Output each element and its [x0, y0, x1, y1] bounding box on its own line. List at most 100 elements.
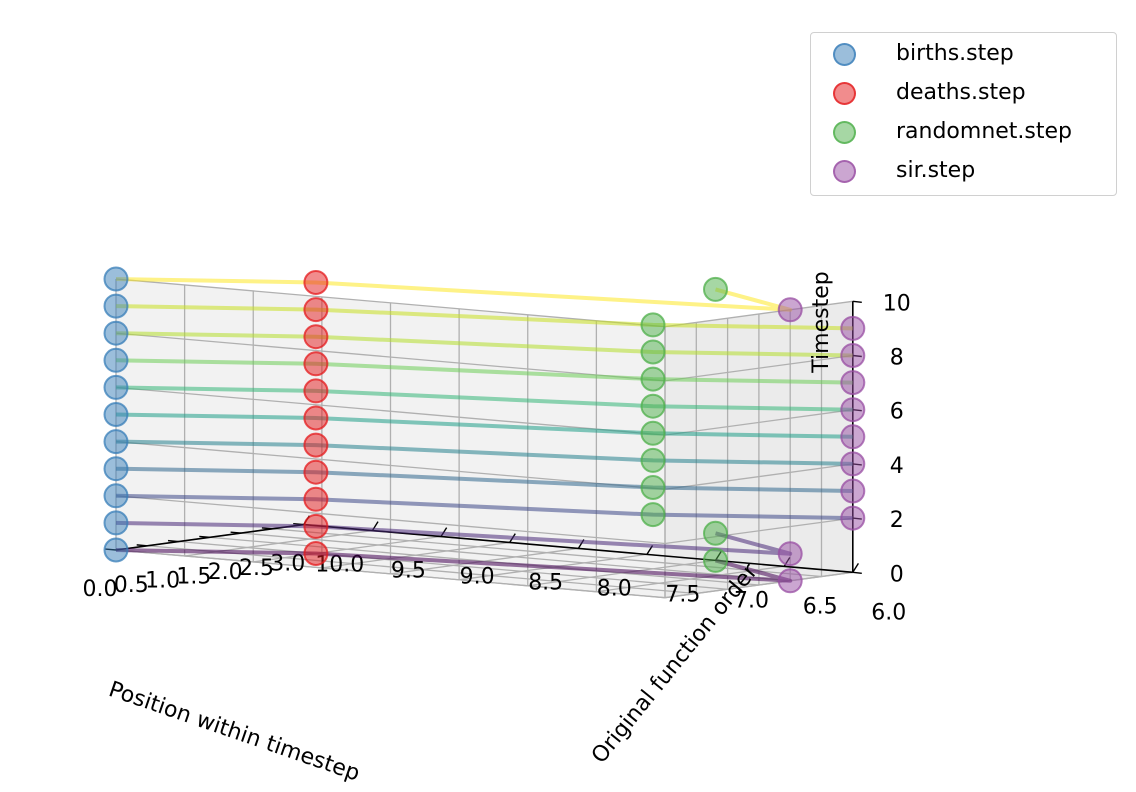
- grid-line-z: [115, 386, 666, 436]
- point-randomnet-step-t7: [640, 366, 666, 392]
- point-births-step-t3: [103, 456, 129, 482]
- x-tick-label: 0.5: [114, 573, 149, 598]
- timestep-line-5: [115, 412, 853, 439]
- grid-line-z: [664, 409, 853, 436]
- point-births-step-t9: [103, 293, 129, 319]
- y-tick-label: 8.0: [597, 577, 632, 602]
- x-tick: [167, 539, 179, 543]
- legend-item-sir: sir.step: [811, 154, 1116, 188]
- grid-line-y: [321, 541, 510, 569]
- z-tick-label: 4: [890, 454, 904, 479]
- timestep-line-4: [115, 439, 853, 466]
- point-deaths-step-t5: [303, 405, 329, 431]
- grid-line-y: [253, 535, 442, 563]
- point-randomnet-step-t10: [703, 276, 728, 302]
- point-deaths-step-t1: [303, 513, 329, 539]
- timestep-line-3: [115, 466, 853, 493]
- z-tick-label: 0: [890, 562, 904, 587]
- x-tick-label: 2.5: [239, 556, 274, 581]
- series-randomnet-step: [640, 276, 728, 573]
- legend-label-randomnet: randomnet.step: [896, 119, 1073, 144]
- y-tick-label: 9.0: [460, 565, 495, 590]
- point-randomnet-step-t8: [640, 339, 666, 365]
- point-births-step-t1: [103, 510, 129, 536]
- point-sir-step-t10: [777, 297, 803, 323]
- point-randomnet-step-t2: [640, 502, 666, 528]
- timestep-line-9: [115, 304, 853, 331]
- point-deaths-step-t7: [303, 351, 329, 377]
- legend-marker-sir: [833, 159, 856, 183]
- y-tick-label: 6.0: [871, 600, 906, 625]
- y-tick-label: 6.5: [803, 594, 838, 619]
- point-deaths-step-t9: [303, 297, 329, 323]
- timestep-lines: [115, 277, 853, 583]
- grid-line-z: [115, 332, 666, 382]
- z-tick: [852, 571, 862, 574]
- grid-line-z: [664, 300, 853, 328]
- y-tick-label: 8.5: [528, 571, 563, 596]
- timestep-line-6: [115, 385, 853, 412]
- point-sir-step-t2: [840, 505, 866, 531]
- point-births-step-t8: [103, 320, 129, 346]
- series-deaths-step: [303, 270, 329, 566]
- point-deaths-step-t6: [303, 378, 329, 404]
- point-sir-step-t3: [840, 478, 866, 504]
- timestep-line-2: [115, 493, 853, 521]
- data-points: [103, 266, 866, 594]
- point-deaths-step-t8: [303, 324, 329, 350]
- z-tick: [852, 300, 862, 303]
- x-tick: [199, 535, 210, 538]
- point-randomnet-step-t9: [640, 312, 666, 338]
- legend-label-deaths: deaths.step: [896, 80, 1026, 105]
- series-births-step: [103, 266, 129, 563]
- point-births-step-t7: [103, 347, 129, 373]
- z-tick-label: 8: [890, 346, 904, 371]
- x-tick: [136, 544, 148, 547]
- timestep-line-7: [115, 358, 853, 385]
- point-sir-step-t8: [840, 343, 866, 368]
- z-tick-label: 10: [883, 291, 911, 316]
- point-deaths-step-t3: [303, 459, 329, 485]
- z-axis-label: Timestep: [809, 271, 834, 373]
- series-sir-step: [777, 297, 866, 594]
- legend-item-deaths: deaths.step: [811, 76, 1116, 110]
- x-tick-label: 1.5: [176, 564, 211, 589]
- legend-item-births: births.step: [811, 37, 1116, 71]
- point-sir-step-t5: [840, 424, 866, 450]
- x-tick-label: 0.0: [83, 577, 118, 602]
- point-sir-step-t9: [840, 315, 866, 341]
- legend-label-births: births.step: [896, 41, 1014, 66]
- grid-line-z: [115, 549, 666, 599]
- y-tick-label: 7.5: [665, 582, 700, 607]
- x-tick: [261, 527, 273, 530]
- point-births-step-t0: [103, 537, 129, 563]
- legend-marker-randomnet: [833, 120, 856, 144]
- point-deaths-step-t2: [303, 486, 329, 512]
- point-births-step-t4: [103, 429, 129, 455]
- y-tick-label: 9.5: [391, 559, 426, 584]
- grid-line-z: [115, 278, 666, 328]
- point-deaths-step-t4: [303, 432, 329, 458]
- point-births-step-t2: [103, 483, 129, 509]
- timestep-line-8: [115, 331, 853, 358]
- grid-line-z: [664, 571, 853, 599]
- point-randomnet-step-t0: [703, 547, 728, 573]
- point-deaths-step-t10: [303, 270, 329, 295]
- grid-line-z: [664, 463, 853, 490]
- point-births-step-t6: [103, 374, 129, 400]
- point-randomnet-step-t5: [640, 420, 666, 446]
- x-tick-label: 2.0: [208, 560, 243, 585]
- timestep-line-10: [115, 277, 793, 312]
- point-births-step-t10: [103, 266, 129, 292]
- grid-line-z: [664, 517, 853, 545]
- timestep-line-1: [115, 520, 793, 556]
- legend-marker-births: [833, 42, 856, 66]
- z-tick-label: 6: [890, 400, 904, 425]
- legend-marker-deaths: [833, 81, 856, 105]
- point-randomnet-step-t1: [703, 520, 728, 546]
- x-tick: [230, 531, 242, 534]
- y-tick: [852, 563, 859, 573]
- grid-line-z: [115, 495, 666, 545]
- legend-item-randomnet: randomnet.step: [811, 115, 1116, 149]
